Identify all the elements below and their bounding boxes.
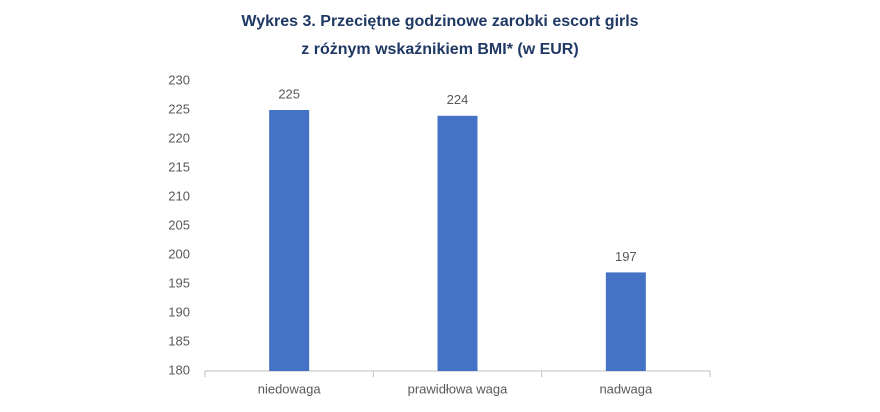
- x-tick-label: prawidłowa waga: [408, 381, 508, 396]
- y-tick-label: 185: [168, 333, 190, 348]
- y-tick-label: 195: [168, 275, 190, 290]
- y-tick-label: 220: [168, 130, 190, 145]
- data-label: 225: [278, 86, 300, 101]
- bar: [605, 272, 646, 371]
- y-tick-label: 210: [168, 188, 190, 203]
- y-tick-label: 225: [168, 101, 190, 116]
- bar: [269, 110, 310, 371]
- y-tick-label: 205: [168, 217, 190, 232]
- y-tick-label: 200: [168, 246, 190, 261]
- x-tick-label: niedowaga: [258, 381, 322, 396]
- y-tick-label: 190: [168, 304, 190, 319]
- y-tick-label: 180: [168, 362, 190, 377]
- chart-title: z różnym wskaźnikiem BMI* (w EUR): [301, 41, 578, 58]
- bar: [437, 115, 478, 371]
- y-tick-label: 230: [168, 72, 190, 87]
- chart-title: Wykres 3. Przeciętne godzinowe zarobki e…: [241, 13, 638, 30]
- data-label: 197: [615, 249, 637, 264]
- data-label: 224: [447, 92, 469, 107]
- y-tick-label: 215: [168, 159, 190, 174]
- x-tick-label: nadwaga: [599, 381, 653, 396]
